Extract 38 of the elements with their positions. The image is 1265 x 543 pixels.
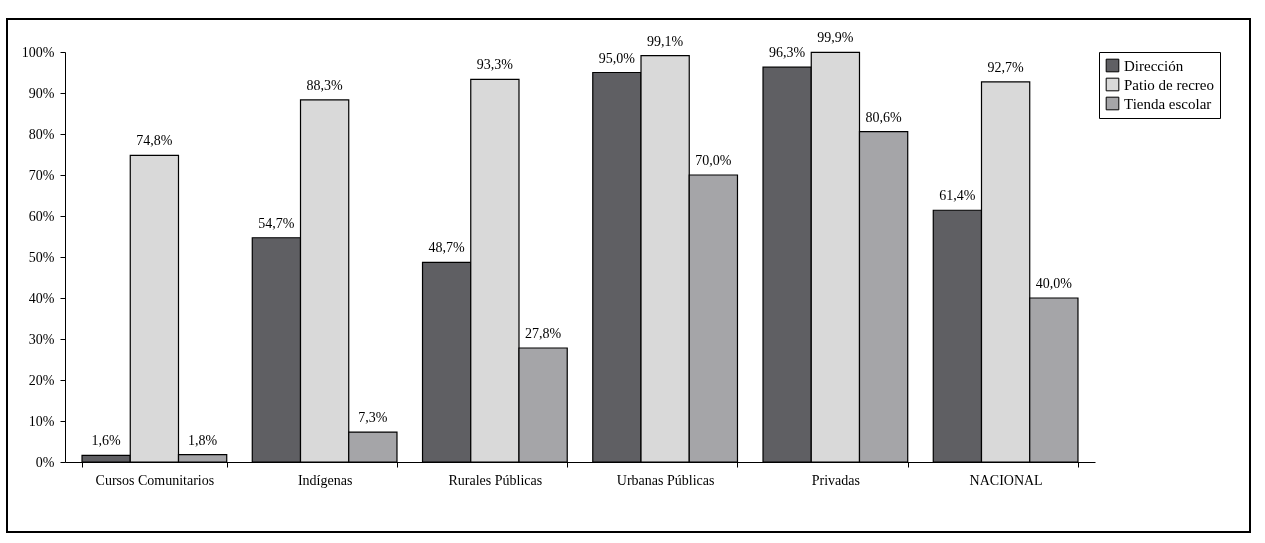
data-label: 70,0% (695, 153, 732, 168)
data-label: 74,8% (136, 133, 173, 149)
y-tick-label: 0% (35, 454, 55, 470)
y-tick-label: 100% (21, 44, 55, 60)
x-tick-label: NACIONAL (969, 472, 1043, 488)
legend-label: Patio de recreo (1124, 76, 1214, 93)
data-label: 99,1% (647, 33, 684, 49)
y-tick-label: 80% (28, 126, 55, 142)
legend-label: Tienda escolar (1124, 95, 1212, 112)
y-tick-label: 70% (28, 167, 55, 183)
data-label: 40,0% (1035, 276, 1073, 291)
x-tick-label: Privadas (811, 472, 860, 488)
data-label: 96,3% (769, 45, 806, 61)
data-label: 61,4% (939, 188, 976, 204)
x-tick-label: Urbanas Públicas (616, 472, 715, 488)
data-label: 1,6% (91, 433, 122, 449)
data-label: 88,3% (306, 77, 344, 93)
x-tick-label: Rurales Públicas (448, 472, 543, 488)
x-tick-label: Cursos Comunitarios (95, 472, 215, 488)
data-label: 92,7% (987, 59, 1025, 75)
data-label: 95,0% (598, 50, 636, 66)
data-label: 7,3% (358, 410, 388, 426)
data-label: 27,8% (525, 326, 562, 342)
data-label: 93,3% (476, 57, 514, 73)
data-label: 80,6% (865, 109, 903, 125)
y-tick-label: 20% (28, 372, 55, 388)
y-tick-label: 50% (28, 249, 55, 265)
y-tick-label: 10% (28, 413, 55, 429)
data-label: 48,7% (428, 240, 466, 256)
y-tick-label: 30% (28, 331, 55, 347)
data-label: 99,9% (817, 30, 854, 46)
data-label: 1,8% (188, 432, 218, 448)
y-tick-label: 40% (28, 290, 55, 306)
x-tick-label: Indígenas (297, 472, 353, 488)
data-label: 54,7% (258, 215, 295, 231)
legend-label: Dirección (1124, 57, 1184, 74)
y-tick-label: 90% (28, 85, 55, 101)
y-tick-label: 60% (28, 208, 55, 224)
